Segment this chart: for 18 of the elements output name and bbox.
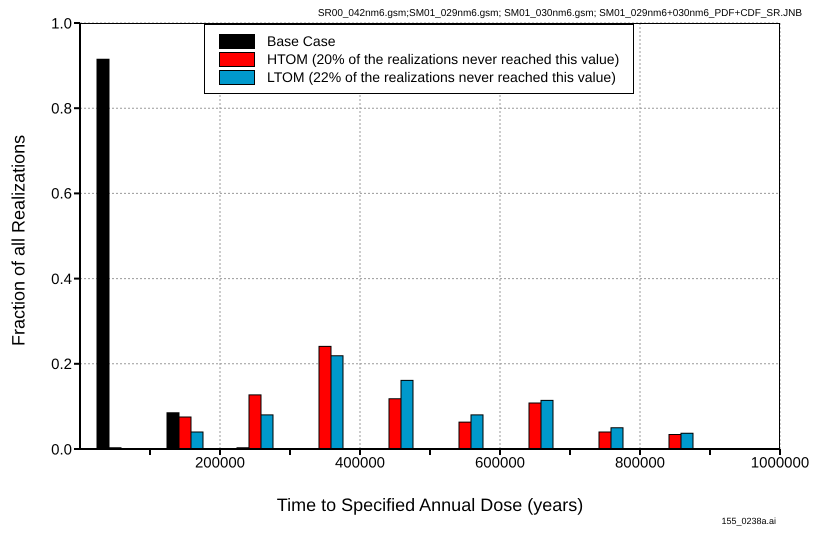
y-tick-label: 0.0 xyxy=(51,441,72,458)
x-axis-title: Time to Specified Annual Dose (years) xyxy=(276,495,584,515)
y-tick-label: 1.0 xyxy=(51,15,72,32)
y-tick-label: 0.6 xyxy=(51,186,72,203)
x-tick-label: 1000000 xyxy=(750,454,810,472)
y-tick-label: 0.4 xyxy=(51,270,72,288)
text: 155_0238a.ai xyxy=(721,516,776,526)
legend-label: HTOM (20% of the realizations never reached this value) xyxy=(267,51,620,67)
legend-label: Base Case xyxy=(267,33,336,49)
y-tick-label: 0.2 xyxy=(51,356,72,374)
y-axis-title: Fraction of all Realizations xyxy=(8,134,28,346)
x-tick-label: 600000 xyxy=(474,454,526,472)
text: SR00_042nm6.gsm;SM01_029nm6.gsm; SM01_030nm6.gsm; SM01_029nm6+030nm6_PDF+CDF_SR.JNB xyxy=(318,8,802,19)
y-tick-label: 0.8 xyxy=(51,100,72,118)
x-tick-label: 200000 xyxy=(194,454,246,472)
legend-label: LTOM (22% of the realizations never reached this value) xyxy=(267,69,616,85)
x-tick-label: 800000 xyxy=(614,454,666,472)
x-tick-label: 400000 xyxy=(334,454,386,472)
